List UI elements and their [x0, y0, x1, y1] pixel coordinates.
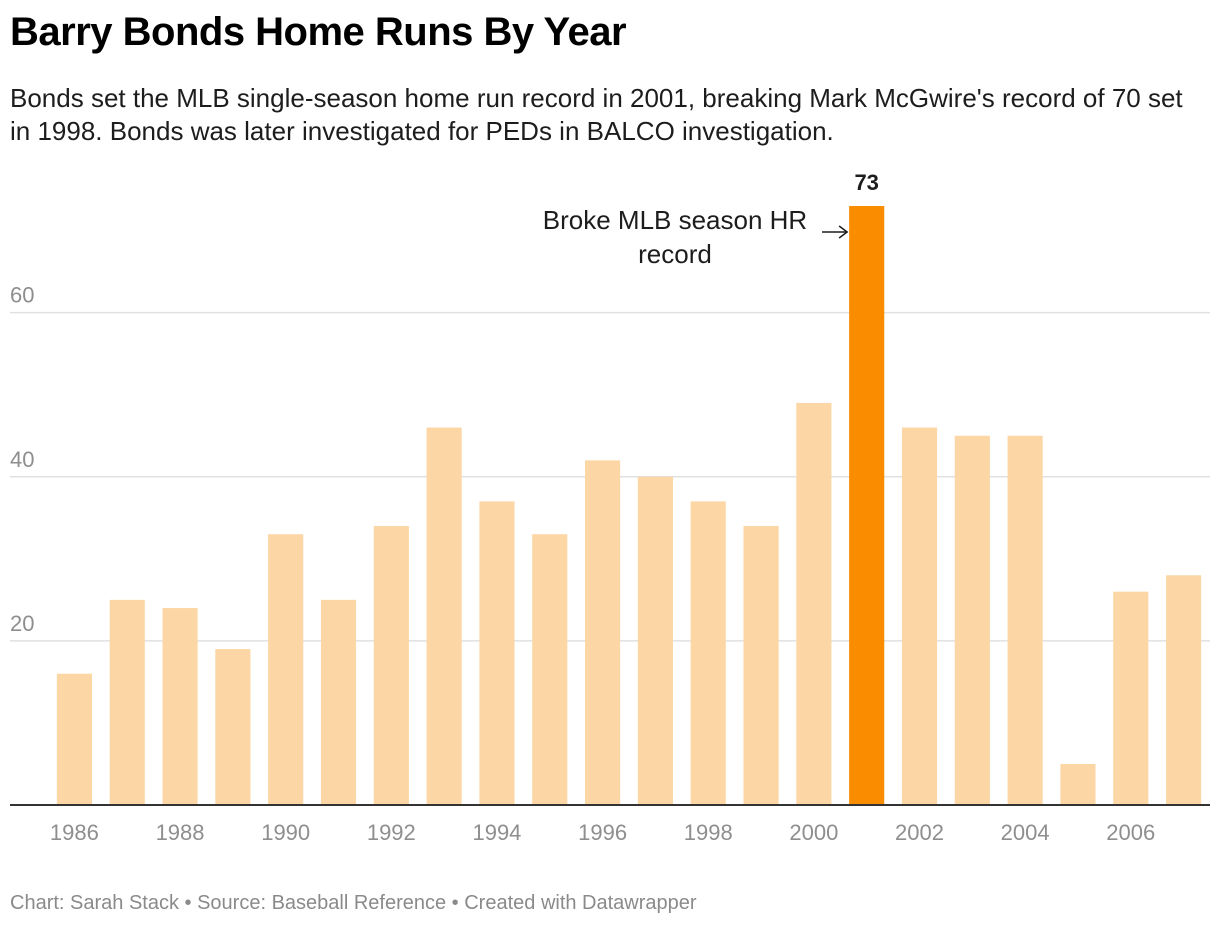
y-tick-label-60: 60 — [10, 283, 34, 308]
bar-1987 — [109, 599, 145, 805]
annotation-line-2: record — [638, 239, 712, 269]
x-tick-label-1992: 1992 — [367, 820, 416, 845]
bar-chart: 20 40 60 1986 1988 1990 1992 1994 1996 1998 2000 20… — [10, 170, 1210, 845]
x-tick-label-2000: 2000 — [789, 820, 838, 845]
chart-footer: Chart: Sarah Stack • Source: Baseball Re… — [10, 892, 697, 914]
bar-1990 — [268, 534, 304, 805]
x-tick-label-1998: 1998 — [684, 820, 733, 845]
bar-1986 — [56, 673, 92, 805]
y-tick-label-40: 40 — [10, 447, 34, 472]
tick-labels: 20 40 60 1986 1988 1990 1992 1994 1996 1998 2000 20… — [10, 283, 1155, 845]
bar-1988 — [162, 608, 198, 805]
annotation: 73 Broke MLB season HR record — [543, 170, 879, 269]
bar-2002 — [901, 427, 938, 805]
bar-1998 — [690, 501, 726, 805]
bar-2004 — [1007, 435, 1043, 805]
bar-1994 — [479, 501, 515, 805]
chart-subtitle: Bonds set the MLB single-season home run… — [10, 83, 1183, 146]
x-tick-label-1986: 1986 — [50, 820, 99, 845]
annotation-arrowhead — [838, 225, 849, 239]
bar-2005 — [1060, 763, 1096, 805]
x-tick-label-1990: 1990 — [261, 820, 310, 845]
y-tick-label-20: 20 — [10, 611, 34, 636]
x-tick-label-1996: 1996 — [578, 820, 627, 845]
x-tick-label-2004: 2004 — [1001, 820, 1050, 845]
bar-1991 — [320, 599, 357, 805]
bar-1995 — [532, 534, 568, 805]
bars — [56, 206, 1202, 805]
x-tick-label-1994: 1994 — [472, 820, 521, 845]
annotation-line-1: Broke MLB season HR — [543, 205, 807, 235]
chart-title: Barry Bonds Home Runs By Year — [10, 10, 627, 54]
bar-1997 — [637, 476, 673, 805]
bar-2006 — [1113, 591, 1149, 805]
bar-1992 — [373, 526, 409, 805]
x-tick-label-2006: 2006 — [1106, 820, 1155, 845]
bar-1989 — [215, 649, 251, 805]
x-tick-label-1988: 1988 — [156, 820, 205, 845]
bar-1993 — [426, 427, 462, 805]
bar-value-label-2001: 73 — [854, 170, 878, 195]
bar-1996 — [585, 460, 621, 805]
bar-2001 — [849, 206, 885, 805]
bar-2007 — [1166, 575, 1202, 805]
x-tick-label-2002: 2002 — [895, 820, 944, 845]
bar-2003 — [954, 435, 990, 805]
bar-1999 — [743, 526, 779, 805]
bar-2000 — [796, 402, 832, 805]
